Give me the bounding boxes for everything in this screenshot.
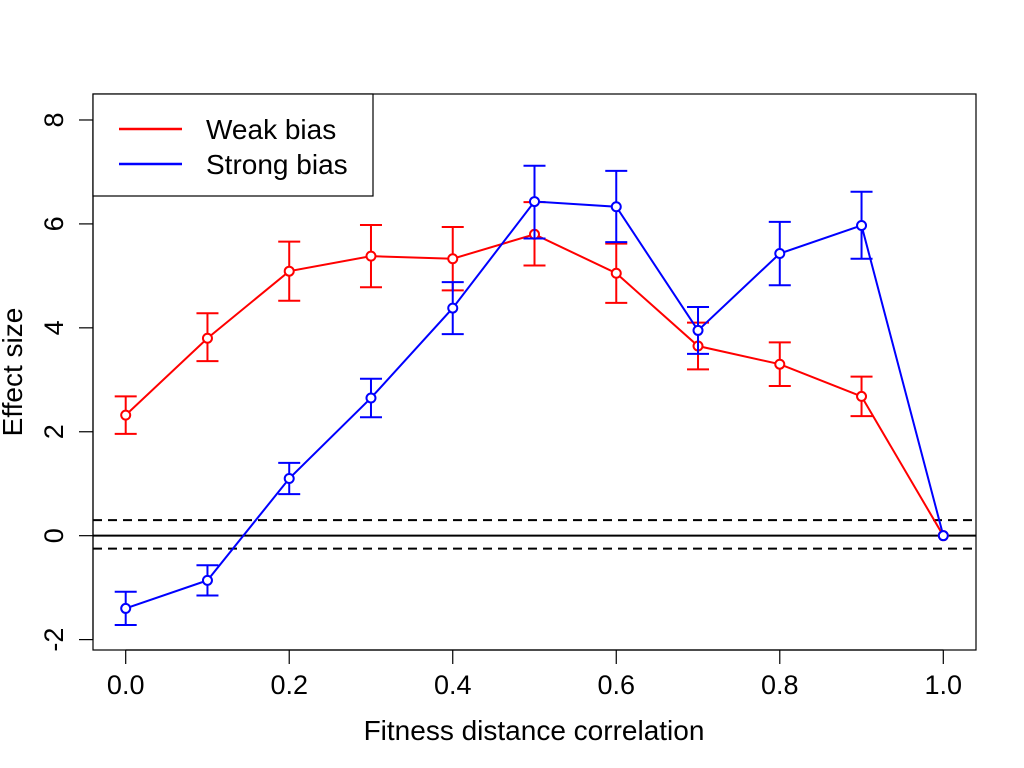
data-point [365,392,377,404]
x-tick-label: 1.0 [925,670,963,700]
data-point [283,265,295,277]
y-tick-label: 0 [39,528,69,543]
legend-box [92,93,374,197]
data-point [447,253,459,265]
x-tick-label: 0.0 [107,670,145,700]
y-tick-label: 8 [39,112,69,127]
legend: Weak bias Strong bias [92,93,374,197]
data-point [201,574,213,586]
data-point [120,602,132,614]
data-point [283,473,295,485]
series-weak-bias [114,201,949,542]
data-point [610,201,622,213]
series-line-weak-bias [125,233,945,537]
data-point [692,324,704,336]
y-tick-label: 6 [39,216,69,231]
x-tick-label: 0.6 [597,670,635,700]
data-point [120,409,132,421]
y-tick-label: 2 [39,424,69,439]
data-point [365,250,377,262]
data-point [610,267,622,279]
data-point [856,390,868,402]
x-tick-label: 0.4 [434,670,472,700]
legend-label: Strong bias [206,149,348,180]
data-point [937,530,949,542]
y-tick-label: -2 [39,628,69,652]
x-tick-label: 0.8 [761,670,799,700]
data-point [774,248,786,260]
x-tick-label: 0.2 [270,670,308,700]
data-point [529,196,540,208]
legend-label: Weak bias [206,114,336,145]
data-point [447,302,459,314]
data-point [201,332,213,344]
x-axis-label: Fitness distance correlation [364,715,705,746]
data-point [856,219,868,231]
y-tick-label: 4 [39,320,69,335]
y-axis-label: Effect size [0,308,28,437]
data-point [774,358,786,370]
series-strong-bias [114,164,949,627]
